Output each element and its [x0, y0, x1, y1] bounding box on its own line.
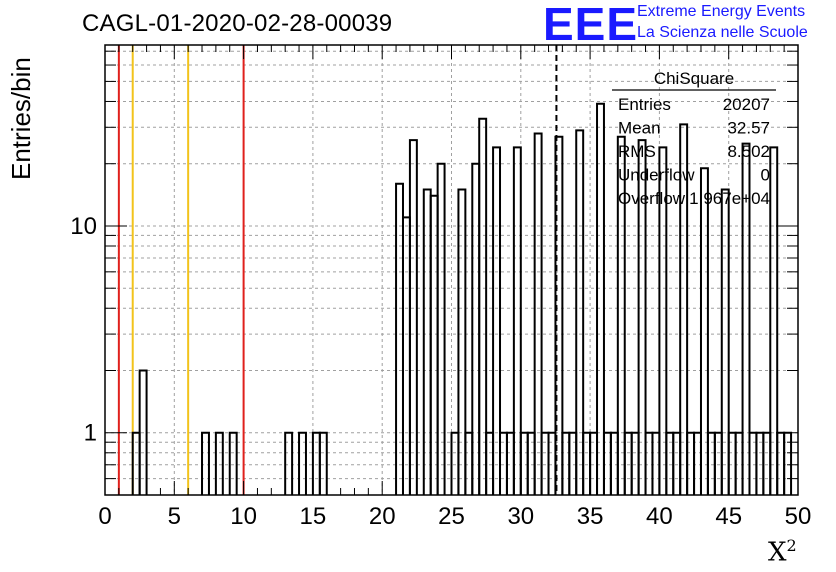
histogram-bar [471, 162, 481, 495]
x-tick-label: 30 [507, 503, 534, 530]
x-tick-label: 10 [230, 503, 257, 530]
histogram-bar [575, 129, 585, 495]
histogram-bar [616, 135, 626, 495]
stats-value: 1.967e+04 [689, 189, 770, 208]
histogram-bar [298, 431, 307, 495]
x-axis-label-superscript: 2 [786, 536, 797, 555]
x-tick-label: 35 [577, 503, 604, 530]
histogram-bar [596, 102, 605, 495]
histogram-bar [769, 146, 779, 495]
x-tick-label: 25 [438, 503, 465, 530]
grid-layer [105, 45, 798, 495]
stats-value: 0 [761, 166, 770, 185]
histogram-bar [699, 167, 709, 495]
histogram-bar [318, 431, 328, 495]
x-tick-label: 50 [785, 503, 812, 530]
x-tick-label: 0 [98, 503, 111, 530]
histogram-bar [637, 139, 647, 495]
y-tick-label: 10 [70, 213, 97, 240]
histogram-bar [228, 431, 238, 495]
y-tick-label: 1 [84, 420, 97, 447]
stats-label: Mean [618, 119, 661, 138]
histogram-bar [429, 194, 439, 495]
x-tick-label: 15 [300, 503, 327, 530]
histogram-bar [741, 142, 751, 495]
histogram-bar [436, 162, 446, 495]
stats-value: 8.502 [727, 142, 770, 161]
x-tick-label: 5 [168, 503, 181, 530]
histogram-bar [720, 188, 730, 495]
histogram-bar [457, 188, 467, 495]
histogram-bars [131, 102, 793, 495]
histogram-bar [658, 146, 668, 495]
x-tick-label: 45 [715, 503, 742, 530]
histogram-bar [478, 117, 488, 495]
axes: 0 5 10 15 20 25 30 35 40 45 50 1 10 [70, 44, 812, 530]
logo-subtitle-line1: Extreme Energy Events [637, 3, 806, 20]
chart-title: CAGL-01-2020-02-28-00039 [82, 10, 393, 37]
stats-label: Overflow [618, 189, 686, 208]
stats-label: Entries [618, 95, 671, 114]
x-tick-label: 20 [369, 503, 396, 530]
histogram-bar [214, 431, 224, 495]
eee-logo: EEE [543, 0, 639, 50]
histogram-bar [554, 135, 564, 495]
histogram-bar [679, 123, 689, 495]
stats-value: 32.57 [727, 119, 770, 138]
stats-box: ChiSquare Entries 20207 Mean 32.57 RMS 8.502 Un… [612, 69, 776, 208]
stats-title: ChiSquare [654, 69, 734, 88]
x-axis-label-text: X [768, 537, 787, 568]
stats-label: RMS [618, 142, 656, 161]
histogram-bar [408, 139, 418, 495]
histogram-bar [395, 182, 404, 495]
marker-lines [117, 45, 558, 495]
x-axis-label: X2 [768, 536, 797, 568]
logo-subtitle-line2: La Scienza nelle Scuole [637, 24, 808, 41]
histogram-bar [512, 146, 522, 495]
stats-label: Underflow [618, 166, 695, 185]
histogram-bar [201, 431, 210, 495]
x-tick-label: 40 [646, 503, 673, 530]
histogram-bar [401, 216, 411, 495]
histogram-bar [533, 132, 543, 495]
stats-value: 20207 [723, 95, 770, 114]
histogram-bar [492, 146, 502, 495]
histogram-bar [138, 369, 148, 495]
histogram-bar [284, 431, 294, 495]
